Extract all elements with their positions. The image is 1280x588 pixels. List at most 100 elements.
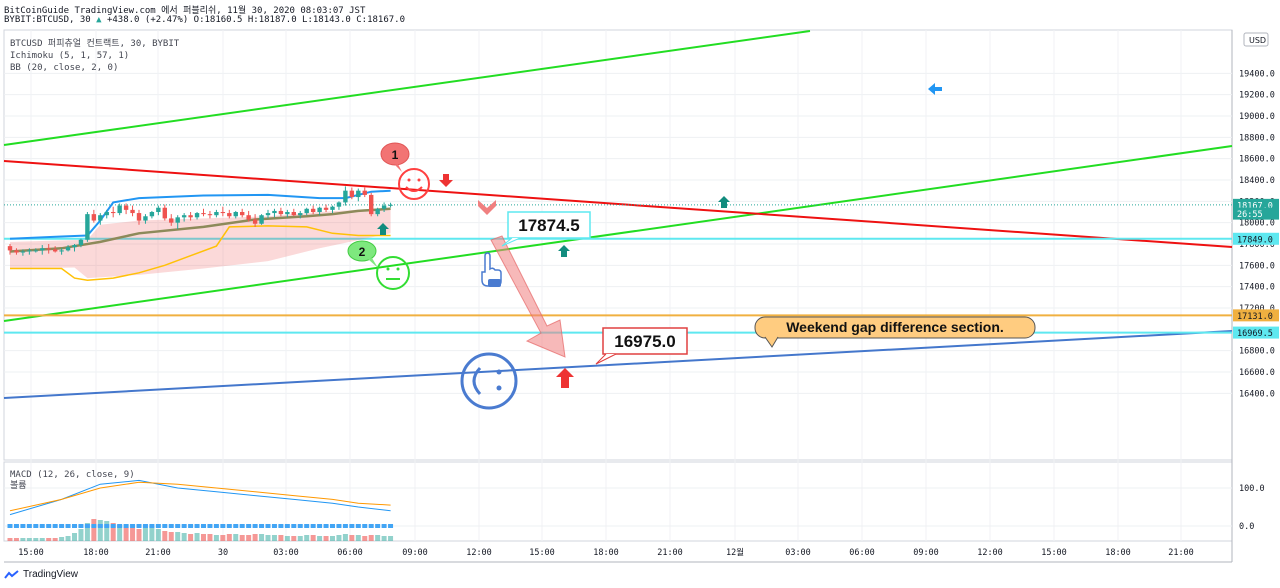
candle-body <box>349 190 355 198</box>
candle-body <box>123 205 129 210</box>
candle-body <box>169 218 174 223</box>
volume-bar <box>246 535 252 541</box>
candle-body <box>130 209 135 214</box>
candle-body <box>111 212 116 214</box>
volume-bar <box>188 534 194 541</box>
publish-info: BitCoinGuide TradingView.com 에서 퍼블리쉬, 11… <box>4 3 365 16</box>
candle-body <box>220 212 226 214</box>
up-arrow-icon <box>718 196 730 208</box>
macd-tick-label: 100.0 <box>1239 484 1265 494</box>
red-trendline <box>3 160 1233 248</box>
candle-body <box>156 207 161 212</box>
price-tick-label: 19400.0 <box>1239 69 1275 79</box>
time-tick-label: 09:00 <box>913 548 939 558</box>
chevron-down-icon <box>478 200 496 215</box>
volume-bar <box>349 535 355 541</box>
macd-histogram-bar <box>271 524 277 528</box>
macd-histogram-bar <box>297 524 303 528</box>
time-tick-label: 21:00 <box>1168 548 1194 558</box>
volume-bar <box>155 529 161 541</box>
candle-body <box>98 215 103 221</box>
price-badge-label: 18167.0 <box>1237 201 1273 211</box>
legend-macd[interactable]: MACD (12, 26, close, 9) <box>10 470 135 480</box>
price-badge-label: 17131.0 <box>1237 312 1273 322</box>
macd-histogram-bar <box>91 524 97 528</box>
candle-body <box>201 213 206 215</box>
down-arrow-icon <box>439 174 453 187</box>
volume-bar <box>117 525 123 541</box>
macd-histogram-bar <box>46 524 52 528</box>
macd-histogram-bar <box>181 524 187 528</box>
volume-bar <box>168 532 174 541</box>
candle-body <box>317 207 322 212</box>
price-tick-label: 18400.0 <box>1239 176 1275 186</box>
macd-histogram-bar <box>246 524 252 528</box>
time-tick-label: 21:00 <box>657 548 683 558</box>
weekend-note-tail <box>764 336 779 348</box>
price-callout-2-tail <box>595 353 617 365</box>
volume-bar <box>201 534 206 541</box>
green-lower-trendline <box>3 145 1233 322</box>
macd-histogram-bar <box>194 524 200 528</box>
volume-bar <box>175 532 181 541</box>
tradingview-logo-icon <box>4 569 20 580</box>
candle-body <box>272 210 277 214</box>
macd-histogram-bar <box>375 524 381 528</box>
target-up-arrow-icon <box>556 368 574 388</box>
ohlc-text: O:18160.5 H:18187.0 L:18143.0 C:18167.0 <box>193 15 405 25</box>
up-arrow-icon <box>377 223 389 235</box>
macd-histogram-bar <box>168 524 174 528</box>
symbol-text: BYBIT:BTCUSD, 30 <box>4 15 91 25</box>
candle-body <box>298 213 303 216</box>
candle-body <box>52 249 58 252</box>
legend-volume[interactable]: 볼륨 <box>10 481 27 491</box>
volume-bar <box>252 534 258 541</box>
legend-ichimoku[interactable]: Ichimoku (5, 1, 57, 1) <box>10 51 130 61</box>
candle-body <box>65 247 71 251</box>
volume-bar <box>278 535 284 541</box>
candle-body <box>104 212 109 216</box>
ichimoku-cloud <box>10 207 391 279</box>
time-tick-label: 15:00 <box>1041 548 1067 558</box>
macd-histogram-bar <box>26 524 32 528</box>
macd-histogram-bar <box>265 524 271 528</box>
sad-eye <box>496 385 502 391</box>
currency-label: USD <box>1249 36 1266 45</box>
sad-face-icon <box>460 352 518 410</box>
price-badge <box>1233 309 1279 322</box>
price-callout-1 <box>507 211 591 239</box>
candle-body <box>375 208 380 215</box>
macd-histogram-bar <box>142 524 148 528</box>
volume-bar <box>123 527 129 541</box>
candle-body <box>136 213 142 221</box>
macd-histogram-bar <box>310 524 316 528</box>
volume-bar <box>271 535 277 541</box>
candle-body <box>356 190 361 198</box>
volume-bar <box>13 538 19 541</box>
volume-bar <box>59 537 65 541</box>
sad-eye <box>496 369 502 375</box>
volume-bar <box>220 535 226 541</box>
weekend-note-label: Weekend gap difference section. <box>786 319 1004 335</box>
candle-body <box>91 214 97 221</box>
macd-histogram-bar <box>7 524 13 528</box>
time-tick-label: 21:00 <box>145 548 171 558</box>
volume-bar <box>310 535 316 541</box>
footer-brand[interactable]: TradingView <box>4 569 78 580</box>
candle-body <box>265 213 271 216</box>
candle-body <box>252 219 258 224</box>
macd-histogram-bar <box>104 524 110 528</box>
candle-body <box>362 190 367 195</box>
legend-bb[interactable]: BB (20, close, 2, 0) <box>10 63 119 73</box>
price-badge-label: 26:55 <box>1237 210 1263 220</box>
currency-button[interactable] <box>1243 32 1269 47</box>
time-tick-label: 18:00 <box>1105 548 1131 558</box>
candle-body <box>285 212 290 215</box>
price-tick-label: 18800.0 <box>1239 133 1275 143</box>
candle-body <box>78 239 84 246</box>
price-tick-label: 19000.0 <box>1239 112 1275 122</box>
legend-title: BTCUSD 퍼피츄얼 컨트랙트, 30, BYBIT <box>10 39 180 49</box>
volume-bar <box>259 534 265 541</box>
price-tick-label: 16800.0 <box>1239 347 1275 357</box>
